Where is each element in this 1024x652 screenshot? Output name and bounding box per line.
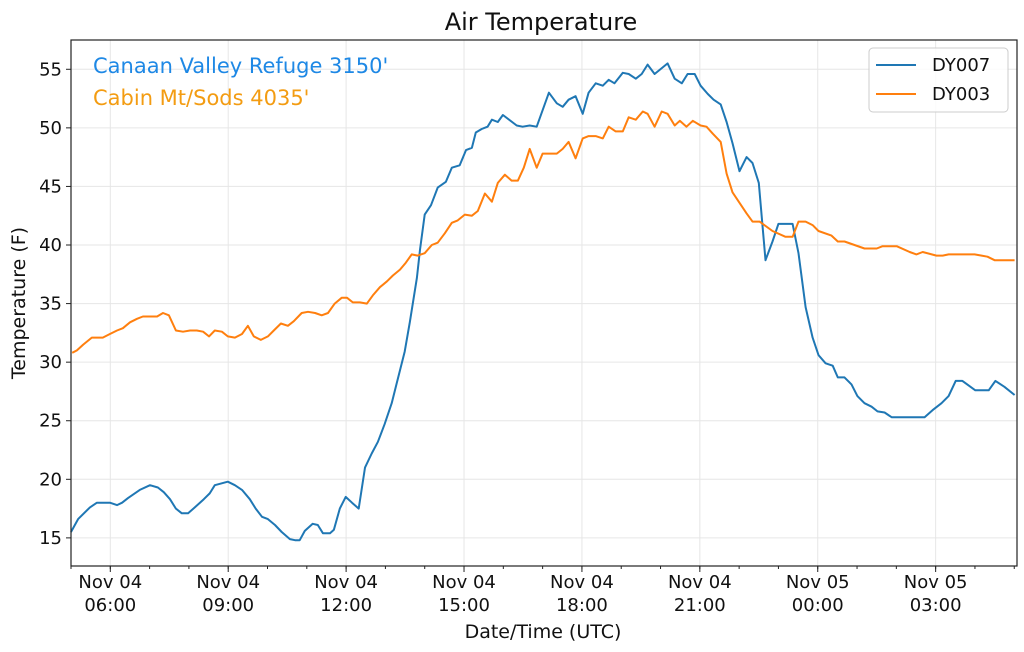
x-tick-time: 15:00 — [438, 595, 490, 616]
y-tick-label: 40 — [39, 235, 62, 256]
x-tick-date: Nov 04 — [78, 572, 142, 593]
y-tick-label: 30 — [39, 352, 62, 373]
x-tick-date: Nov 04 — [196, 572, 260, 593]
series-lines — [70, 62, 1016, 542]
y-tick-label: 55 — [39, 59, 62, 80]
series-line-dy007 — [70, 62, 1016, 542]
legend-label-dy003: DY003 — [932, 84, 990, 105]
legend-label-dy007: DY007 — [932, 55, 990, 76]
x-axis-label: Date/Time (UTC) — [465, 621, 622, 643]
y-tick-label: 20 — [39, 469, 62, 490]
x-tick-date: Nov 04 — [314, 572, 378, 593]
annotation-canaan-valley: Canaan Valley Refuge 3150' — [93, 54, 388, 78]
y-tick-label: 45 — [39, 176, 62, 197]
x-tick-date: Nov 05 — [786, 572, 850, 593]
y-axis: 15 20 25 30 35 40 45 50 55 — [39, 59, 71, 549]
annotation-cabin-mt: Cabin Mt/Sods 4035' — [93, 86, 309, 110]
y-tick-label: 15 — [39, 528, 62, 549]
x-tick-time: 12:00 — [320, 595, 372, 616]
legend: DY007 DY003 — [868, 47, 1009, 113]
x-tick-time: 06:00 — [84, 595, 136, 616]
x-tick-time: 18:00 — [556, 595, 608, 616]
y-axis-label: Temperature (F) — [8, 227, 30, 380]
series-line-dy003 — [71, 110, 1015, 354]
x-tick-date: Nov 04 — [550, 572, 614, 593]
x-tick-time: 03:00 — [910, 595, 962, 616]
x-tick-time: 09:00 — [202, 595, 254, 616]
x-tick-date: Nov 04 — [432, 572, 496, 593]
y-tick-label: 50 — [39, 118, 62, 139]
grid — [71, 40, 1017, 566]
chart-title: Air Temperature — [445, 8, 638, 36]
y-tick-label: 25 — [39, 411, 62, 432]
x-tick-date: Nov 05 — [904, 572, 968, 593]
x-tick-date: Nov 04 — [668, 572, 732, 593]
plot-frame — [70, 39, 1018, 567]
x-tick-time: 21:00 — [674, 595, 726, 616]
x-tick-time: 00:00 — [792, 595, 844, 616]
y-tick-label: 35 — [39, 294, 62, 315]
